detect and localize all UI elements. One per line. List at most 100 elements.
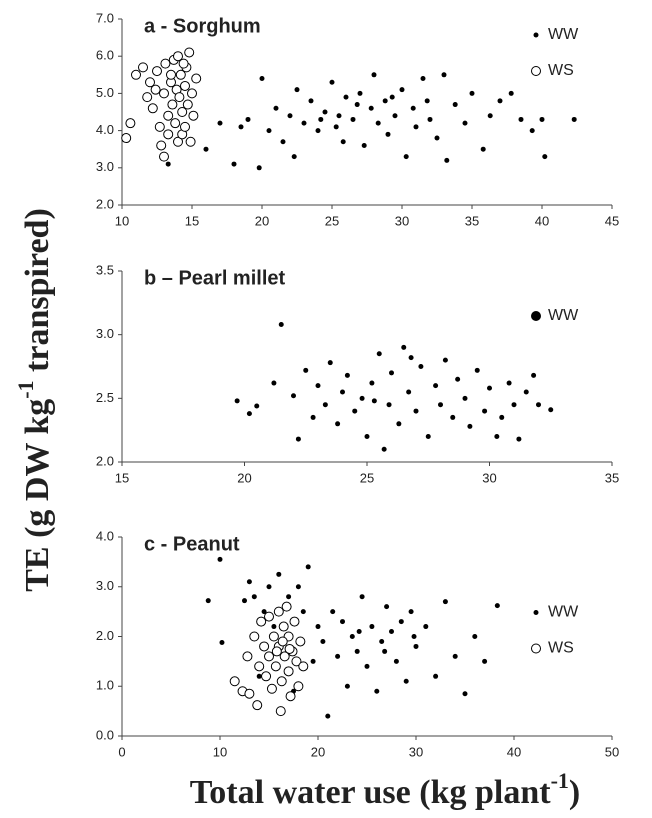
scatter-point (298, 661, 309, 672)
scatter-point (433, 673, 439, 679)
scatter-point (413, 643, 419, 649)
scatter-point (450, 414, 456, 420)
scatter-point (284, 643, 295, 654)
scatter-point (277, 636, 288, 647)
scatter-point (403, 678, 409, 684)
scatter-point (350, 116, 356, 122)
scatter-point (438, 402, 443, 408)
scatter-point (261, 671, 272, 682)
x-tick-label: 10 (115, 213, 129, 228)
legend-label: WW (548, 307, 579, 324)
scatter-point (234, 398, 240, 404)
scatter-point (217, 120, 223, 126)
scatter-point (268, 631, 279, 642)
y-tick-label: 6.0 (96, 48, 114, 63)
scatter-point (482, 408, 488, 414)
scatter-point (340, 139, 346, 145)
x-tick-label: 20 (311, 744, 325, 759)
scatter-point (329, 79, 335, 85)
scatter-point (280, 139, 286, 145)
scatter-point (424, 98, 430, 104)
scatter-point (295, 436, 301, 442)
scatter-point (287, 113, 293, 119)
scatter-point (249, 631, 260, 642)
scatter-point (273, 105, 279, 111)
scatter-point (506, 380, 512, 386)
scatter-point (261, 609, 267, 615)
scatter-point (150, 84, 161, 95)
scatter-point (511, 402, 517, 408)
y-tick-label: 7.0 (96, 10, 114, 25)
x-label-main: Total water use (kg plant (190, 774, 551, 811)
legend-label: WS (548, 640, 574, 657)
scatter-point (180, 80, 190, 91)
scatter-point (382, 648, 388, 654)
scatter-point (536, 402, 541, 408)
scatter-point (325, 713, 331, 719)
legend-marker (533, 610, 539, 615)
scatter-point (452, 102, 458, 108)
scatter-point (229, 676, 240, 687)
legend-label: WW (548, 604, 579, 621)
scatter-point (322, 402, 328, 408)
scatter-point (283, 666, 294, 677)
legend-marker (531, 643, 541, 654)
scatter-point (203, 146, 209, 152)
x-tick-label: 25 (360, 470, 374, 485)
scatter-point (389, 370, 394, 376)
scatter-point (327, 360, 333, 366)
scatter-point (254, 403, 260, 409)
scatter-point (344, 372, 350, 378)
scatter-point (178, 58, 189, 69)
scatter-point (335, 653, 341, 659)
scatter-point (508, 90, 514, 96)
scatter-point (335, 421, 341, 427)
panel-title: b – Pearl millet (144, 267, 286, 289)
scatter-point (315, 383, 321, 389)
scatter-point (333, 124, 339, 130)
scatter-point (300, 609, 306, 615)
scatter-point (376, 351, 382, 357)
scatter-point (382, 98, 388, 104)
scatter-point (375, 120, 381, 126)
scatter-point (291, 393, 296, 399)
scatter-point (393, 658, 399, 664)
scatter-point (343, 94, 349, 100)
scatter-point (379, 638, 385, 644)
scatter-point (399, 87, 405, 93)
x-tick-label: 35 (605, 470, 619, 485)
scatter-point (548, 407, 554, 413)
scatter-point (408, 609, 414, 615)
scatter-point (315, 128, 321, 134)
scatter-point (271, 380, 277, 386)
scatter-point (251, 594, 257, 600)
scatter-point (278, 321, 284, 327)
y-tick-label: 2.0 (96, 628, 114, 643)
scatter-point (408, 355, 414, 361)
scatter-point (264, 651, 274, 662)
scatter-point (273, 606, 284, 617)
scatter-point (285, 691, 296, 702)
scatter-point (322, 109, 328, 115)
scatter-point (191, 73, 202, 84)
scatter-point (356, 629, 362, 635)
scatter-point (147, 103, 158, 114)
scatter-point (411, 634, 417, 639)
scatter-point (160, 58, 171, 69)
scatter-point (166, 69, 176, 80)
scatter-point (531, 372, 537, 378)
scatter-point (427, 116, 433, 122)
scatter-point (516, 436, 522, 442)
scatter-point (308, 98, 314, 104)
scatter-point (242, 651, 253, 662)
scatter-point (295, 636, 306, 647)
legend-marker (531, 66, 541, 76)
y-tick-label: 2.0 (96, 196, 114, 211)
scatter-point (369, 380, 375, 386)
scatter-point (354, 102, 360, 108)
scatter-point (275, 706, 286, 717)
scatter-point (293, 681, 304, 692)
x-tick-label: 20 (237, 470, 251, 485)
scatter-point (310, 414, 316, 420)
scatter-point (289, 616, 300, 627)
